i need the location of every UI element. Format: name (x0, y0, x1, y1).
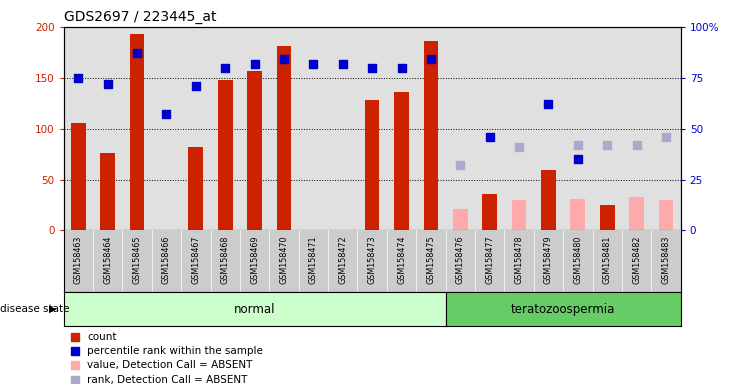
Point (571, 156, 583, 162)
Text: GSM158474: GSM158474 (397, 235, 406, 284)
Text: GSM158482: GSM158482 (632, 235, 641, 284)
Bar (600, 205, 615, 230)
Text: teratozoospermia: teratozoospermia (511, 303, 616, 316)
Point (73, 74, 85, 81)
Point (601, 142, 613, 148)
Point (366, 65, 378, 71)
Point (278, 56, 290, 63)
Point (631, 142, 643, 148)
Point (69, 362, 81, 368)
Bar (571, 199, 585, 230)
Text: GSM158479: GSM158479 (544, 235, 553, 284)
Text: ▶: ▶ (49, 304, 56, 314)
Bar (629, 197, 644, 230)
Bar (659, 200, 673, 230)
Text: GSM158477: GSM158477 (485, 235, 494, 284)
Bar (541, 170, 556, 230)
Bar (100, 153, 115, 230)
Text: percentile rank within the sample: percentile rank within the sample (87, 346, 263, 356)
Text: GSM158478: GSM158478 (515, 235, 524, 284)
Point (337, 60, 349, 66)
Point (396, 65, 408, 71)
Text: GSM158464: GSM158464 (103, 235, 112, 284)
Text: GSM158463: GSM158463 (74, 235, 83, 284)
Text: GSM158473: GSM158473 (367, 235, 377, 284)
Point (69, 334, 81, 340)
Point (69, 348, 81, 354)
Bar (71, 122, 85, 230)
Bar (129, 34, 144, 230)
Point (131, 50, 143, 56)
Bar (512, 200, 527, 230)
Text: rank, Detection Call = ABSENT: rank, Detection Call = ABSENT (87, 375, 248, 384)
Point (660, 134, 672, 140)
Bar (248, 71, 262, 230)
Bar (482, 194, 497, 230)
Point (190, 83, 202, 89)
Text: GSM158468: GSM158468 (221, 235, 230, 284)
Text: GSM158480: GSM158480 (573, 235, 583, 284)
Point (454, 162, 466, 168)
Text: GSM158467: GSM158467 (191, 235, 200, 284)
Text: GSM158471: GSM158471 (309, 235, 318, 284)
Text: GSM158475: GSM158475 (426, 235, 435, 284)
Point (219, 65, 231, 71)
Text: GSM158465: GSM158465 (132, 235, 141, 284)
Point (307, 60, 319, 66)
Bar (218, 80, 233, 230)
Bar (394, 92, 409, 230)
Text: disease state: disease state (0, 304, 73, 314)
Point (160, 111, 172, 118)
Text: count: count (87, 332, 117, 342)
Text: GSM158466: GSM158466 (162, 235, 171, 284)
Text: GSM158476: GSM158476 (456, 235, 465, 284)
Text: GSM158481: GSM158481 (603, 235, 612, 284)
Bar (188, 147, 203, 230)
Bar (423, 41, 438, 230)
Text: GSM158483: GSM158483 (661, 235, 670, 284)
Text: normal: normal (234, 303, 275, 316)
Bar (453, 209, 468, 230)
Text: value, Detection Call = ABSENT: value, Detection Call = ABSENT (87, 360, 252, 370)
Point (102, 81, 114, 87)
Point (425, 56, 437, 63)
Bar (365, 100, 379, 230)
Bar (277, 46, 291, 230)
Point (513, 144, 525, 150)
Point (248, 60, 260, 66)
Point (484, 134, 496, 140)
Text: GSM158470: GSM158470 (280, 235, 289, 284)
Text: GSM158472: GSM158472 (338, 235, 347, 284)
Point (571, 142, 583, 148)
Point (542, 101, 554, 107)
Text: GDS2697 / 223445_at: GDS2697 / 223445_at (64, 10, 216, 25)
Text: GSM158469: GSM158469 (250, 235, 259, 284)
Point (69, 377, 81, 383)
